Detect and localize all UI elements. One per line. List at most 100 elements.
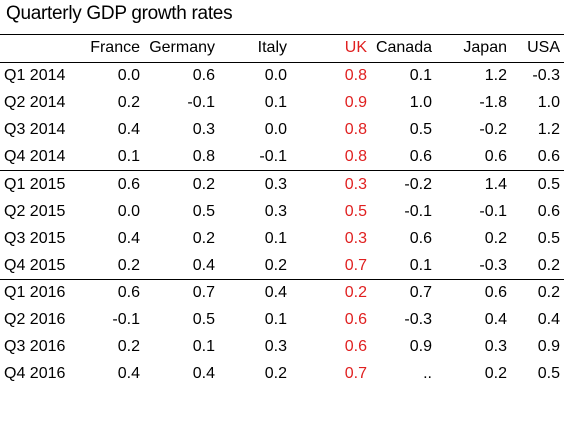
row-label: Q1 2016 xyxy=(0,279,82,307)
table-cell: 0.5 xyxy=(537,365,560,383)
table-cell: 0.5 xyxy=(344,202,367,220)
table-cell: 1.2 xyxy=(537,121,560,139)
table-row: Q3 2016 0.2 0.1 0.3 0.6 0.9 0.3 0.9 xyxy=(0,334,564,361)
table-row: Q3 2015 0.4 0.2 0.1 0.3 0.6 0.2 0.5 xyxy=(0,225,564,252)
row-label: Q3 2014 xyxy=(4,121,66,139)
table-cell: 0.6 xyxy=(82,170,144,199)
table-row: Q1 2014 0.0 0.6 0.0 0.8 0.1 1.2 -0.3 xyxy=(0,62,564,89)
table-cell: 0.6 xyxy=(82,279,144,307)
gdp-table: France Germany Italy UK Canada Japan USA Q1 20… xyxy=(0,34,564,388)
table-cell: 0.1 xyxy=(409,67,432,85)
column-header: France xyxy=(90,39,140,57)
table-cell: 0.2 xyxy=(484,229,507,247)
table-cell: 0.4 xyxy=(192,256,215,274)
table-cell: 0.8 xyxy=(192,148,215,165)
column-header: Italy xyxy=(257,39,287,57)
table-cell: 0.8 xyxy=(344,67,367,85)
table-cell: 0.8 xyxy=(344,148,367,165)
table-cell: 0.6 xyxy=(537,148,560,165)
table-cell: -0.3 xyxy=(479,256,507,274)
table-cell: -0.2 xyxy=(479,121,507,139)
table-cell: 0.7 xyxy=(344,365,367,383)
table-cell: 0.0 xyxy=(117,67,140,85)
column-header: UK xyxy=(344,39,367,57)
chart-title: Quarterly GDP growth rates xyxy=(6,3,233,24)
table-row: Q1 2015 0.6 0.2 0.3 0.3 -0.2 1.4 0.5 xyxy=(0,170,564,199)
table-cell: 0.2 xyxy=(484,365,507,383)
row-label: Q4 2015 xyxy=(4,256,66,274)
table-cell: 0.2 xyxy=(117,94,140,112)
table-cell: 0.7 xyxy=(344,256,367,274)
table-row: Q4 2016 0.4 0.4 0.2 0.7.. 0.2 0.5 xyxy=(0,361,564,388)
table-cell: 0.1 xyxy=(117,148,140,165)
table-cell: 0.9 xyxy=(344,94,367,112)
table-cell: 0.3 xyxy=(219,170,291,199)
table-row: Q2 2014 0.2 -0.1 0.1 0.9 1.0 -1.8 1.0 xyxy=(0,90,564,117)
header-corner xyxy=(0,35,82,63)
column-header: Canada xyxy=(375,39,432,57)
table-cell: 0.6 xyxy=(344,338,367,356)
table-cell: -0.3 xyxy=(404,311,432,329)
column-header: Germany xyxy=(149,39,215,57)
table-cell: 0.6 xyxy=(436,279,511,307)
table-row: Q1 2016 0.6 0.7 0.4 0.2 0.7 0.6 0.2 xyxy=(0,279,564,307)
table-cell: 0.9 xyxy=(537,338,560,356)
table-cell: 0.7 xyxy=(371,279,436,307)
table-cell: 0.3 xyxy=(192,121,215,139)
table-cell: 1.2 xyxy=(484,67,507,85)
table-cell: -1.8 xyxy=(479,94,507,112)
table-cell: 0.1 xyxy=(264,229,287,247)
table-cell: 0.6 xyxy=(344,311,367,329)
table-cell: 0.2 xyxy=(511,279,564,307)
row-label: Q2 2015 xyxy=(4,202,66,220)
table-cell: 0.2 xyxy=(192,229,215,247)
row-label: Q1 2014 xyxy=(4,67,66,85)
table-cell: 1.0 xyxy=(409,94,432,112)
table-cell: 0.2 xyxy=(117,256,140,274)
table-cell: 0.1 xyxy=(264,94,287,112)
table-cell: -0.1 xyxy=(112,311,140,329)
table-cell: 0.4 xyxy=(117,365,140,383)
table-cell: -0.1 xyxy=(404,202,432,220)
table-cell: 0.2 xyxy=(537,256,560,274)
table-cell: 0.0 xyxy=(264,67,287,85)
table-cell: 0.6 xyxy=(537,202,560,220)
table-cell: -0.1 xyxy=(259,148,287,165)
table-cell: 0.0 xyxy=(117,202,140,220)
year-group: Q1 2016 0.6 0.7 0.4 0.2 0.7 0.6 0.2 Q2 2016 -0.1 0… xyxy=(0,279,564,388)
table-cell: 0.5 xyxy=(192,311,215,329)
table-row: Q4 2014 0.1 0.8 -0.1 0.8 0.6 0.6 0.6 xyxy=(0,144,564,171)
table-cell: 0.3 xyxy=(344,229,367,247)
table-cell: 0.1 xyxy=(192,338,215,356)
year-group: Q1 2014 0.0 0.6 0.0 0.8 0.1 1.2 -0.3 Q2 2014 0.2 -… xyxy=(0,62,564,171)
row-label: Q2 2016 xyxy=(4,311,66,329)
table-cell: 0.2 xyxy=(117,338,140,356)
table-cell: 0.3 xyxy=(264,202,287,220)
table-cell: 0.4 xyxy=(117,121,140,139)
table-cell: 1.4 xyxy=(436,170,511,199)
table-cell: -0.1 xyxy=(479,202,507,220)
table-cell: 0.2 xyxy=(144,170,219,199)
row-label: Q4 2014 xyxy=(4,148,66,165)
table-cell: 0.4 xyxy=(537,311,560,329)
table-cell: 0.4 xyxy=(117,229,140,247)
row-label: Q3 2016 xyxy=(4,338,66,356)
row-label: Q3 2015 xyxy=(4,229,66,247)
table-cell: 0.6 xyxy=(409,148,432,165)
table-cell: 0.4 xyxy=(192,365,215,383)
table-row: Q4 2015 0.2 0.4 0.2 0.7 0.1 -0.3 0.2 xyxy=(0,252,564,279)
row-label: Q2 2014 xyxy=(4,94,66,112)
table-cell: -0.2 xyxy=(371,170,436,199)
table-cell: 0.3 xyxy=(264,338,287,356)
row-label: Q4 2016 xyxy=(4,365,66,383)
table-cell: .. xyxy=(423,365,432,383)
table-cell: 0.2 xyxy=(264,365,287,383)
column-header: Japan xyxy=(463,39,507,57)
table-cell: 0.2 xyxy=(264,256,287,274)
table-cell: 0.8 xyxy=(344,121,367,139)
table-cell: 0.7 xyxy=(144,279,219,307)
table-cell: 0.6 xyxy=(484,148,507,165)
column-header: USA xyxy=(527,39,560,57)
table-row: Q2 2015 0.0 0.5 0.3 0.5 -0.1 -0.1 0.6 xyxy=(0,198,564,225)
